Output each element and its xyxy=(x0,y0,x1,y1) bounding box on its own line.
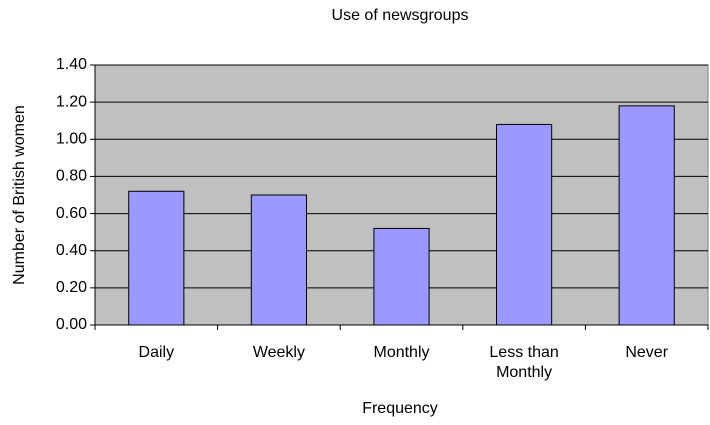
y-tick-label: 0.40 xyxy=(56,242,87,259)
x-tick-label: Never xyxy=(625,344,668,361)
bar xyxy=(250,194,307,326)
x-axis-label: Frequency xyxy=(362,400,438,417)
y-tick-label: 0.20 xyxy=(56,279,87,296)
y-tick-label: 0.00 xyxy=(56,316,87,333)
y-axis-label: Number of British women xyxy=(11,105,28,285)
bar xyxy=(496,123,553,326)
y-tick-label: 1.20 xyxy=(56,93,87,110)
bar xyxy=(618,105,675,326)
x-tick-label: Weekly xyxy=(253,344,305,361)
y-tick-label: 0.80 xyxy=(56,168,87,185)
chart-title: Use of newsgroups xyxy=(332,7,469,24)
y-tick-label: 1.00 xyxy=(56,131,87,148)
x-tick-label: Monthly xyxy=(373,344,429,361)
bar xyxy=(373,227,430,326)
bar xyxy=(128,190,185,326)
y-tick-label: 0.60 xyxy=(56,205,87,222)
x-tick-label: Less than Monthly xyxy=(489,344,558,381)
y-tick-label: 1.40 xyxy=(56,56,87,73)
x-tick-label: Daily xyxy=(139,344,175,361)
